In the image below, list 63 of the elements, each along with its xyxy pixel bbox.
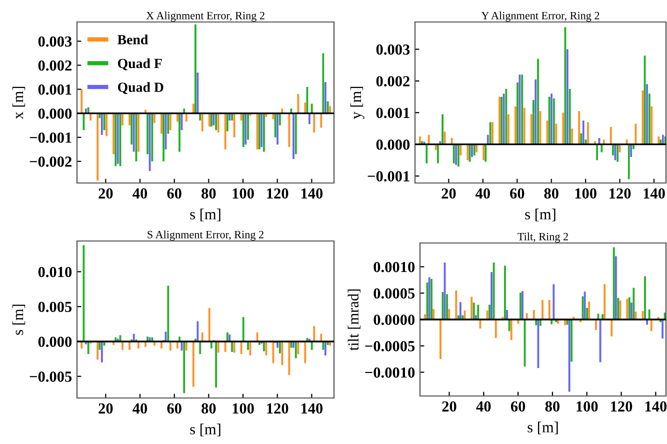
x-axis-title: s [m] [528, 422, 558, 434]
x-tick-label: 80 [202, 188, 216, 199]
chart-title: Tilt, Ring 2 [518, 232, 568, 243]
y-tick-label: 0.001 [376, 108, 410, 118]
x-tick-label: 100 [576, 401, 598, 412]
y-tick-label: 0.002 [376, 76, 410, 86]
y-tick-label: −0.001 [30, 132, 72, 143]
y-axis-title: tilt [mrad] [348, 289, 360, 351]
x-axis-title: s [m] [190, 424, 220, 436]
x-axis-title: s [m] [190, 208, 220, 222]
y-tick-label: 0.0010 [374, 262, 415, 272]
x-tick-label: 40 [132, 403, 148, 414]
y-tick-label: −0.0005 [365, 341, 415, 352]
x-tick-label: 60 [510, 188, 524, 199]
y-axis-title: s [m] [12, 304, 26, 335]
x-tick-label: 20 [442, 188, 456, 199]
x-tick-label: 80 [544, 188, 558, 199]
y-tick-label: −0.0010 [365, 367, 415, 378]
y-axis-title: x [m] [12, 86, 26, 120]
x-tick-label: 100 [232, 188, 254, 199]
legend-label: Quad F [118, 58, 162, 70]
legend-label: Bend [118, 34, 148, 44]
x-tick-label: 80 [202, 403, 216, 414]
x-axis-title: s [m] [525, 208, 556, 222]
x-tick-label: 140 [301, 403, 323, 414]
chart-title: Y Alignment Error, Ring 2 [481, 12, 600, 22]
x-tick-label: 40 [132, 188, 148, 199]
x-tick-label: 60 [167, 188, 182, 199]
x-tick-label: 140 [644, 188, 665, 199]
x-tick-label: 60 [167, 403, 182, 414]
x-tick-label: 20 [98, 403, 113, 414]
x-tick-label: 80 [545, 401, 560, 412]
y-tick-label: 0.003 [376, 44, 410, 55]
x-tick-label: 40 [475, 188, 490, 199]
x-tick-label: 120 [611, 401, 632, 412]
x-tick-label: 140 [301, 188, 323, 199]
x-tick-label: 140 [645, 401, 667, 412]
y-tick-label: 0.003 [38, 36, 72, 47]
y-tick-label: 0.0000 [374, 314, 415, 326]
chart-title: X Alignment Error, Ring 2 [146, 12, 264, 22]
y-tick-label: −0.005 [30, 372, 72, 382]
x-tick-label: 120 [610, 188, 631, 199]
x-tick-label: 100 [575, 188, 596, 199]
x-tick-label: 100 [232, 403, 254, 414]
y-tick-label: −0.002 [30, 156, 72, 167]
chart-title: S Alignment Error, Ring 2 [148, 230, 264, 241]
x-tick-label: 20 [442, 401, 456, 412]
x-tick-label: 20 [98, 188, 113, 199]
y-tick-label: 0.000 [38, 336, 72, 347]
y-tick-label: 0.000 [376, 139, 410, 150]
y-tick-label: 0.002 [38, 60, 72, 71]
legend-label: Quad D [118, 82, 164, 94]
x-tick-label: 40 [476, 401, 491, 412]
y-tick-label: 0.0005 [374, 288, 415, 299]
x-tick-label: 120 [267, 403, 288, 414]
x-tick-label: 120 [267, 188, 288, 199]
y-tick-label: −0.001 [368, 171, 410, 182]
x-tick-label: 60 [510, 401, 526, 412]
y-tick-label: 0.000 [38, 108, 72, 119]
y-tick-label: 0.005 [38, 302, 72, 312]
y-axis-title: y [m] [350, 86, 364, 120]
y-tick-label: 0.010 [38, 266, 72, 278]
y-tick-label: 0.001 [38, 84, 72, 95]
